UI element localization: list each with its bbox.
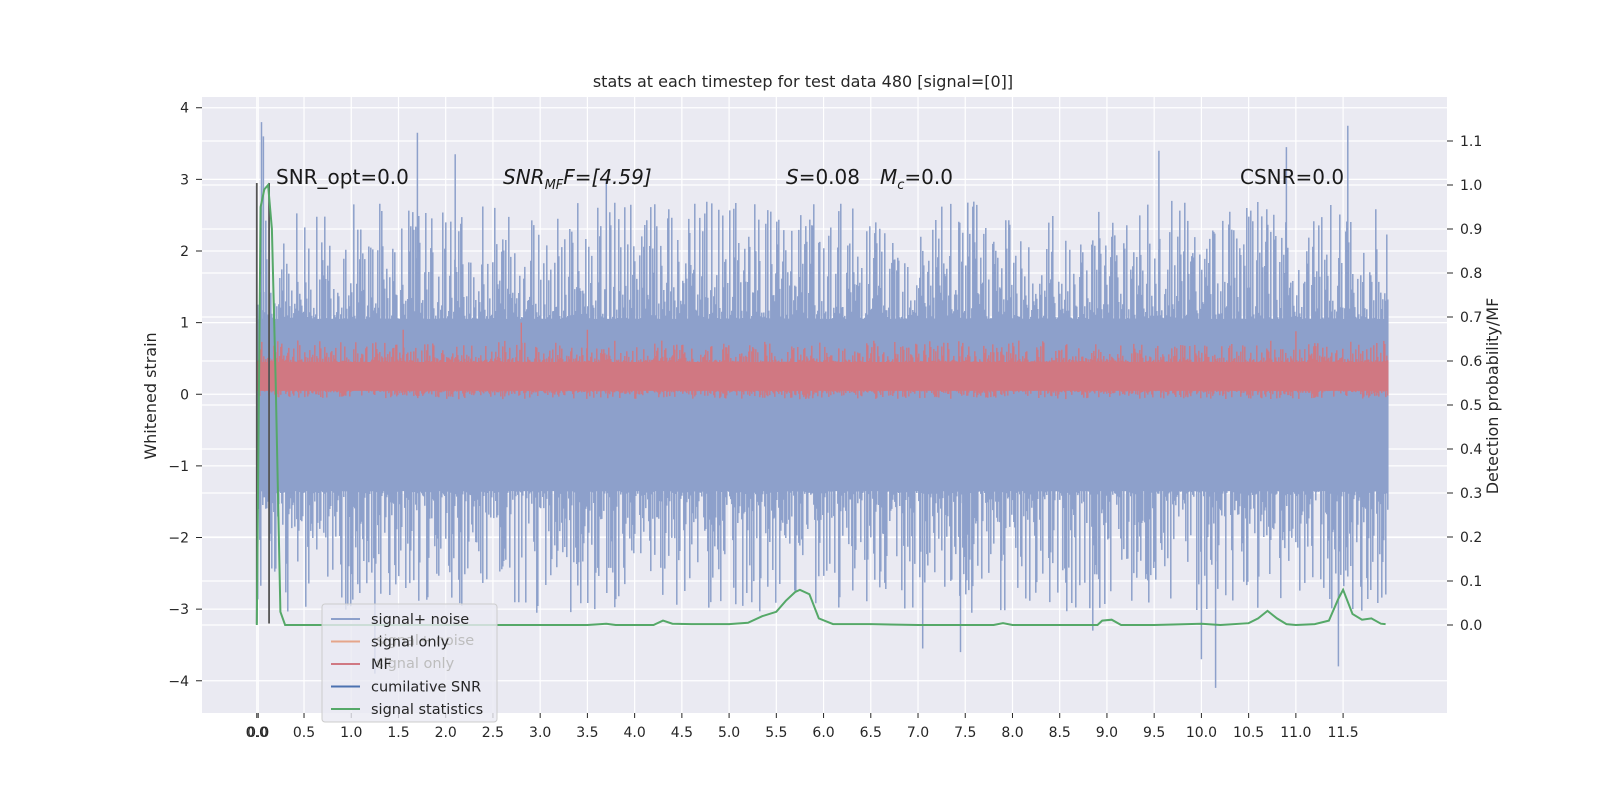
y2-tick-label: 0.8 [1460, 266, 1482, 282]
annotation-s-label: S [786, 165, 799, 189]
y-axis-label: Whitened strain [141, 332, 160, 459]
legend: signal+ noise signal only signal+ noises… [321, 603, 498, 723]
x-tick-label: 6.5 [860, 725, 882, 741]
legend-ghost-entry: signal only [376, 656, 455, 672]
legend-label: MF [371, 657, 392, 673]
y2-tick-label: 0.9 [1460, 222, 1482, 238]
y2-tick-label: 1.0 [1460, 178, 1482, 194]
annotation-s: S=0.08 [786, 165, 860, 189]
annotations: SNR_opt=0.0 SNRMFF=[4.59] S=0.08 Mc=0.0 … [276, 165, 1344, 193]
chart-title: stats at each timestep for test data 480… [593, 72, 1013, 91]
y2-tick-label: 0.4 [1460, 442, 1482, 458]
y-tick-label: −1 [168, 459, 189, 475]
x-tick-label: 6.0 [812, 725, 834, 741]
y-tick-label: −4 [168, 674, 189, 690]
x-tick-label: 0.0 [247, 725, 269, 741]
x-tick-label: 10.5 [1233, 725, 1264, 741]
x-tick-label: 3.0 [529, 725, 551, 741]
annotation-snr-mf-sub: MF [545, 178, 564, 193]
series-mf [256, 322, 1389, 400]
y2-tick-label: 0.2 [1460, 530, 1482, 546]
x-axis-ticks: 0.00.0 0.5 1.0 1.5 2.0 2.5 3.0 3.5 4.0 4.5 5.0 5.5 6… [246, 713, 1359, 741]
y2-tick-label: 1.1 [1460, 134, 1482, 150]
x-tick-label: 7.0 [907, 725, 929, 741]
x-tick-label: 7.5 [954, 725, 976, 741]
annotation-mc-value: =0.0 [904, 165, 953, 189]
y2-tick-label: 0.1 [1460, 574, 1482, 590]
y2-tick-label: 0.7 [1460, 310, 1482, 326]
y2-tick-label: 0.5 [1460, 398, 1482, 414]
y-tick-label: −3 [168, 602, 189, 618]
x-tick-label: 4.0 [623, 725, 645, 741]
y-tick-label: 0 [180, 387, 189, 403]
y-tick-label: 3 [180, 172, 189, 188]
x-tick-label: 0.5 [293, 725, 315, 741]
y-tick-label: 4 [180, 101, 189, 117]
annotation-mc: Mc=0.0 [880, 165, 953, 193]
annotation-mc-sub: c [897, 178, 904, 193]
annotation-csnr: CSNR=0.0 [1240, 165, 1344, 189]
annotation-snr-mf-main: SNR [503, 165, 545, 189]
x-tick-label: 4.5 [671, 725, 693, 741]
legend-box [321, 603, 498, 723]
annotation-snr-mf: SNRMFF=[4.59] [503, 165, 652, 193]
legend-label: signal+ noise [371, 612, 469, 628]
y2-tick-label: 0.6 [1460, 354, 1482, 370]
annotation-snr-opt: SNR_opt=0.0 [276, 165, 409, 189]
x-tick-label: 3.5 [576, 725, 598, 741]
y-axis-ticks: 4 3 2 1 0 −1 −2 −3 −4 [168, 101, 202, 690]
x-tick-label: 11.0 [1280, 725, 1311, 741]
x-tick-label: 0.0 [246, 725, 268, 741]
x-tick-label: 1.0 [340, 725, 362, 741]
x-tick-label: 9.0 [1096, 725, 1118, 741]
y2-axis-label: Detection probability/MF [1483, 298, 1502, 495]
series-signal-noise [256, 122, 1389, 688]
y-tick-label: 2 [180, 244, 189, 260]
y2-tick-label: 0.3 [1460, 486, 1482, 502]
legend-label: signal only [371, 635, 450, 651]
annotation-snr-mf-rest: F=[4.59] [563, 165, 651, 189]
x-tick-label: 10.0 [1186, 725, 1217, 741]
legend-label: signal statistics [371, 702, 483, 718]
legend-ghost-entry: signal+ noise [376, 633, 474, 649]
x-tick-label: 5.0 [718, 725, 740, 741]
y-tick-label: 1 [180, 316, 189, 332]
legend-label: cumilative SNR [371, 680, 481, 696]
x-tick-label: 1.5 [387, 725, 409, 741]
y-tick-label: −2 [168, 531, 189, 547]
x-tick-label: 11.5 [1328, 725, 1359, 741]
x-tick-label: 9.5 [1143, 725, 1165, 741]
x-tick-label: 8.0 [1001, 725, 1023, 741]
y2-tick-label: 0.0 [1460, 618, 1482, 634]
y2-axis-ticks: 1.1 1.0 0.9 0.8 0.7 0.6 0.5 0.4 0.3 0.2 0.1 0.0 [1447, 134, 1482, 634]
x-tick-label: 8.5 [1049, 725, 1071, 741]
annotation-s-value: =0.08 [799, 165, 860, 189]
x-tick-label: 2.5 [482, 725, 504, 741]
x-tick-label: 2.0 [435, 725, 457, 741]
x-tick-label: 5.5 [765, 725, 787, 741]
annotation-mc-label: M [880, 165, 897, 189]
